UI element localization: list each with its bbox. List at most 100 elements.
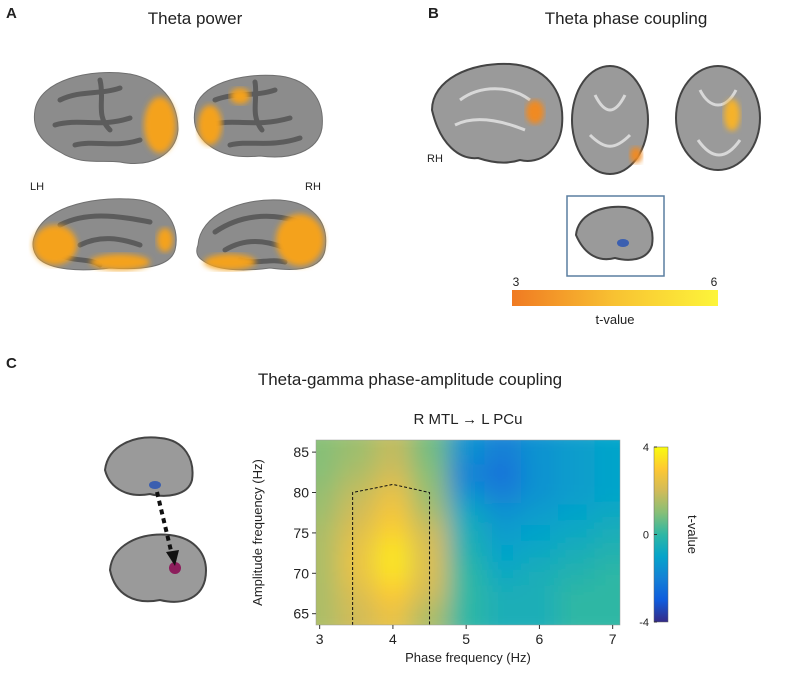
heatmap-cell [316, 603, 339, 625]
heatmap-cell [447, 482, 485, 504]
brain-lateral-right [193, 74, 323, 158]
heatmap-cell [337, 583, 376, 605]
heatmap-cell [337, 482, 376, 504]
heatmap-cell [594, 502, 620, 524]
panel-title: Theta phase coupling [545, 9, 708, 28]
panel-letter: C [6, 355, 17, 372]
mri-axial [571, 65, 649, 175]
mri-seed [574, 205, 654, 261]
heatmap-cell [411, 462, 449, 483]
x-tick-label: 3 [316, 631, 324, 647]
inset-frame [566, 195, 665, 277]
heatmap-cell [316, 462, 339, 483]
heatmap-cell [447, 440, 485, 463]
heatmap-cell [594, 522, 620, 544]
panel-letter: B [428, 5, 439, 22]
heatmap-cell [484, 462, 522, 483]
y-axis-label: Amplitude frequency (Hz) [250, 459, 265, 606]
mri-seed-small [103, 436, 194, 497]
brain-lateral-left [33, 72, 179, 164]
heatmap-cell [594, 462, 620, 483]
heatmap-cell [316, 563, 339, 584]
panel-letter: A [6, 5, 17, 22]
colorbar-label: t-value [595, 312, 634, 327]
heatmap-cell [337, 543, 376, 564]
heatmap-cell [337, 603, 376, 625]
heatmap-cell [337, 440, 376, 463]
roi-outline [352, 483, 431, 625]
heatmap-cell [557, 583, 595, 605]
heatmap-cell [557, 543, 595, 564]
heatmap-cell [557, 522, 595, 544]
chart-title: R MTL → L PCu [414, 411, 523, 428]
heatmap-cell [447, 502, 485, 524]
heatmap-cell [447, 603, 485, 625]
y-tick-label: 85 [293, 444, 309, 460]
colorbar-tick-label: 4 [643, 442, 649, 454]
heatmap-plot: R MTL → L PCu 3 4 5 6 7 65 70 75 80 85 Phase freque… [250, 411, 700, 665]
heatmap-cell [374, 603, 412, 625]
heatmap-cell [374, 563, 412, 584]
heatmap-cell [316, 522, 339, 544]
heatmap-cell [521, 462, 559, 483]
heatmap-cell [374, 543, 412, 564]
hemisphere-label: RH [427, 153, 443, 165]
heatmap-cell [557, 462, 595, 483]
heatmap-cell [484, 603, 522, 625]
heatmap-cell [557, 563, 595, 584]
heatmap-cell [447, 543, 485, 564]
heatmap-cell [447, 522, 485, 544]
panel-title: Theta power [148, 9, 243, 28]
heatmap-cell [484, 563, 522, 584]
colorbar-tick-label: 6 [711, 275, 718, 289]
heatmap-area [316, 440, 620, 625]
y-tick-label: 80 [293, 485, 309, 501]
heatmap-cell [521, 482, 559, 504]
x-axis-label: Phase frequency (Hz) [405, 650, 531, 665]
y-tick-label: 70 [293, 565, 309, 581]
heatmap-cell [374, 522, 412, 544]
mri-target-small [108, 533, 207, 603]
heatmap-cell [521, 522, 559, 544]
heatmap-cell [337, 522, 376, 544]
heatmap-cell [484, 543, 522, 564]
heatmap-cell [521, 583, 559, 605]
heatmap-cell [594, 583, 620, 605]
hemisphere-label: RH [305, 181, 321, 193]
hemisphere-label: LH [30, 181, 44, 193]
heatmap-cell [316, 440, 339, 463]
heatmap-cell [447, 563, 485, 584]
heatmap-cell [316, 502, 339, 524]
y-tick-label: 65 [293, 606, 309, 622]
heatmap-cell [521, 502, 559, 524]
colorbar-tick-label: 0 [643, 530, 649, 542]
heatmap-cell [557, 603, 595, 625]
panel-title: Theta-gamma phase-amplitude coupling [258, 370, 562, 389]
colorbar-b: 3 6 t-value [512, 275, 718, 327]
mri-sagittal: RH [427, 62, 564, 165]
heatmap-cell [447, 462, 485, 483]
arrow-head [166, 550, 179, 566]
heatmap-cell [594, 482, 620, 504]
heatmap-cell [484, 522, 522, 544]
heatmap-cell [594, 543, 620, 564]
heatmap-cell [337, 502, 376, 524]
heatmap-cell [484, 583, 522, 605]
brain-medial-left [32, 198, 177, 271]
heatmap-cell [374, 440, 412, 463]
heatmap-cell [521, 543, 559, 564]
heatmap-cell [594, 440, 620, 463]
colorbar-label: t-value [685, 515, 700, 554]
brain-medial-right [196, 199, 327, 271]
heatmap-cell [316, 543, 339, 564]
heatmap-cell [337, 563, 376, 584]
heatmap-cell [484, 482, 522, 504]
heatmap-cell [521, 440, 559, 463]
x-tick-label: 6 [536, 631, 544, 647]
heatmap-cell [411, 440, 449, 463]
connection-arrow [155, 491, 174, 556]
mri-coronal [675, 65, 761, 171]
heatmap-cell [447, 583, 485, 605]
heatmap-cell [484, 502, 522, 524]
